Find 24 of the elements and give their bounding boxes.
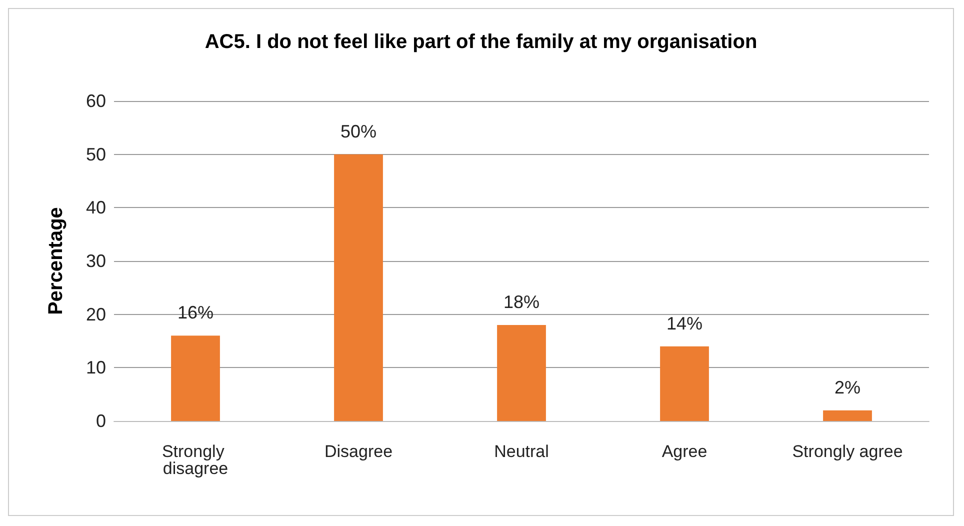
data-label: 16%: [177, 302, 214, 323]
bar: [497, 325, 546, 421]
bar: [823, 410, 872, 421]
bar: [171, 336, 220, 421]
y-tick-label: 60: [86, 91, 106, 111]
y-tick-label: 30: [86, 251, 106, 271]
y-tick-label: 0: [96, 411, 106, 431]
y-tick-label: 20: [86, 304, 106, 324]
data-label: 2%: [834, 377, 861, 398]
bar: [660, 346, 709, 421]
bar: [334, 154, 383, 421]
data-label: 14%: [666, 313, 703, 334]
x-tick-label: Disagree: [324, 442, 393, 461]
x-tick-label: Neutral: [494, 442, 549, 461]
x-tick-label: Strongly agree: [792, 442, 903, 461]
data-label: 50%: [340, 121, 377, 142]
y-tick-label: 40: [86, 198, 106, 218]
y-tick-label: 10: [86, 358, 106, 378]
x-tick-label: Strongly disagree: [162, 442, 230, 478]
y-axis-title: Percentage: [45, 207, 67, 315]
data-label: 18%: [503, 292, 540, 312]
x-tick-label: Agree: [662, 442, 708, 461]
y-tick-label: 50: [86, 144, 106, 164]
chart-title: AC5. I do not feel like part of the family at my organisation: [204, 31, 758, 53]
